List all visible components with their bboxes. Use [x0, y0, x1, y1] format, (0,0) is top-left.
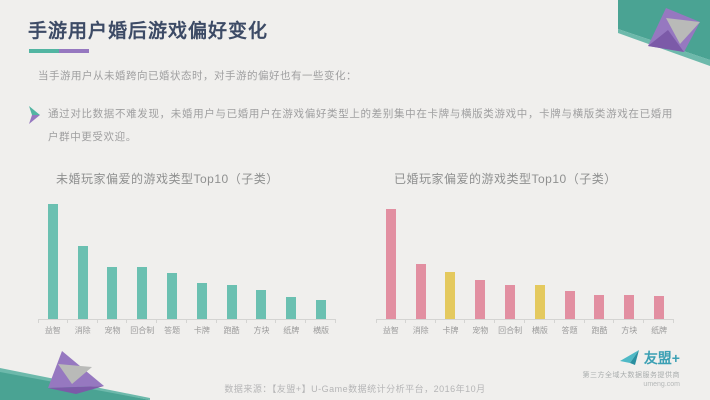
plot-area	[376, 197, 674, 323]
bar-slot	[614, 197, 644, 323]
bar	[226, 285, 237, 319]
bar-slot	[555, 197, 585, 323]
plot-area	[38, 197, 336, 323]
chart-unmarried-top10: 未婚玩家偏爱的游戏类型Top10（子类） 益智 消除 宠物 回合制 答题 卡牌 跑酷 方块 纸牌…	[38, 170, 336, 336]
x-axis-label: 跑酷	[591, 326, 608, 335]
bar-slot	[38, 197, 68, 323]
bar	[534, 285, 545, 319]
underline-teal-segment	[29, 49, 59, 53]
bar-slot	[495, 197, 525, 323]
chart-married-top10: 已婚玩家偏爱的游戏类型Top10（子类） 益智 消除 卡牌 宠物 回合制 横版 答题 跑酷 方块…	[376, 170, 674, 336]
bar-slot	[585, 197, 615, 323]
bar-slot	[306, 197, 336, 323]
bar-slot	[157, 197, 187, 323]
bar-slot	[436, 197, 466, 323]
x-axis-label: 方块	[253, 326, 270, 335]
x-axis-label: 卡牌	[193, 326, 210, 335]
bar-slot	[376, 197, 406, 323]
bar	[594, 295, 605, 319]
bar	[167, 273, 178, 319]
bullet-row: 通过对比数据不难发现，未婚用户与已婚用户在游戏偏好类型上的差别集中在卡牌与横版类…	[28, 103, 688, 149]
x-axis-label: 卡牌	[442, 326, 459, 335]
bar	[624, 295, 635, 319]
bar	[77, 246, 88, 319]
x-axis-label: 宠物	[104, 326, 121, 335]
paper-plane-icon	[619, 350, 639, 365]
x-axis-label: 益智	[44, 326, 61, 335]
bar-slot	[406, 197, 436, 323]
bar-slot	[98, 197, 128, 323]
x-axis-label: 纸牌	[283, 326, 300, 335]
x-axis-label: 宠物	[472, 326, 489, 335]
x-axis-label: 答题	[561, 326, 578, 335]
chevron-arrow-icon	[29, 106, 40, 124]
x-axis-labels: 益智 消除 宠物 回合制 答题 卡牌 跑酷 方块 纸牌 横版	[38, 325, 336, 336]
page-title: 手游用户婚后游戏偏好变化	[28, 21, 269, 42]
chart-title: 已婚玩家偏爱的游戏类型Top10（子类）	[394, 172, 617, 186]
logo-name: 友盟+	[643, 350, 680, 366]
bar	[475, 280, 486, 319]
x-axis-label: 跑酷	[223, 326, 240, 335]
bar	[256, 290, 267, 319]
chart-title: 未婚玩家偏爱的游戏类型Top10（子类）	[56, 172, 279, 186]
bar	[564, 291, 575, 319]
umeng-logo: 友盟+ 第三方全域大数据服务提供商 umeng.com	[582, 348, 680, 388]
x-axis-label: 回合制	[498, 326, 523, 335]
bar-slot	[217, 197, 247, 323]
data-source-note: 数据来源：【友盟+】U-Game数据统计分析平台，2016年10月	[224, 384, 486, 394]
bar	[47, 204, 58, 319]
x-axis-label: 益智	[382, 326, 399, 335]
bar	[286, 297, 297, 319]
title-underline	[29, 49, 89, 53]
x-axis-label: 纸牌	[651, 326, 668, 335]
x-axis-label: 回合制	[130, 326, 155, 335]
bar	[415, 264, 426, 319]
bullet-text: 通过对比数据不难发现，未婚用户与已婚用户在游戏偏好类型上的差别集中在卡牌与横版类…	[48, 108, 673, 143]
bar	[137, 267, 148, 319]
x-axis-label: 消除	[412, 326, 429, 335]
x-axis-label: 横版	[531, 326, 548, 335]
bar	[385, 209, 396, 319]
x-axis-label: 答题	[164, 326, 181, 335]
bar	[505, 285, 516, 319]
bar	[316, 300, 327, 319]
logo-domain: umeng.com	[643, 381, 680, 388]
bar-slot	[127, 197, 157, 323]
x-axis-labels: 益智 消除 卡牌 宠物 回合制 横版 答题 跑酷 方块 纸牌	[376, 325, 674, 336]
bar	[196, 283, 207, 319]
bar-slot	[68, 197, 98, 323]
bar-slot	[525, 197, 555, 323]
corner-origami-decoration-top-right	[618, 0, 710, 66]
bar	[654, 296, 665, 319]
x-axis-label: 横版	[313, 326, 330, 335]
bar-slot	[644, 197, 674, 323]
logo-tagline: 第三方全域大数据服务提供商	[582, 372, 680, 379]
intro-text: 当手游用户从未婚跨向已婚状态时，对手游的偏好也有一些变化：	[38, 70, 357, 82]
x-axis-label: 方块	[621, 326, 638, 335]
bar-slot	[465, 197, 495, 323]
bar-slot	[276, 197, 306, 323]
bar-slot	[247, 197, 277, 323]
bar	[445, 272, 456, 319]
underline-purple-segment	[59, 49, 89, 53]
bar-slot	[187, 197, 217, 323]
x-axis-label: 消除	[74, 326, 91, 335]
bar	[107, 267, 118, 319]
